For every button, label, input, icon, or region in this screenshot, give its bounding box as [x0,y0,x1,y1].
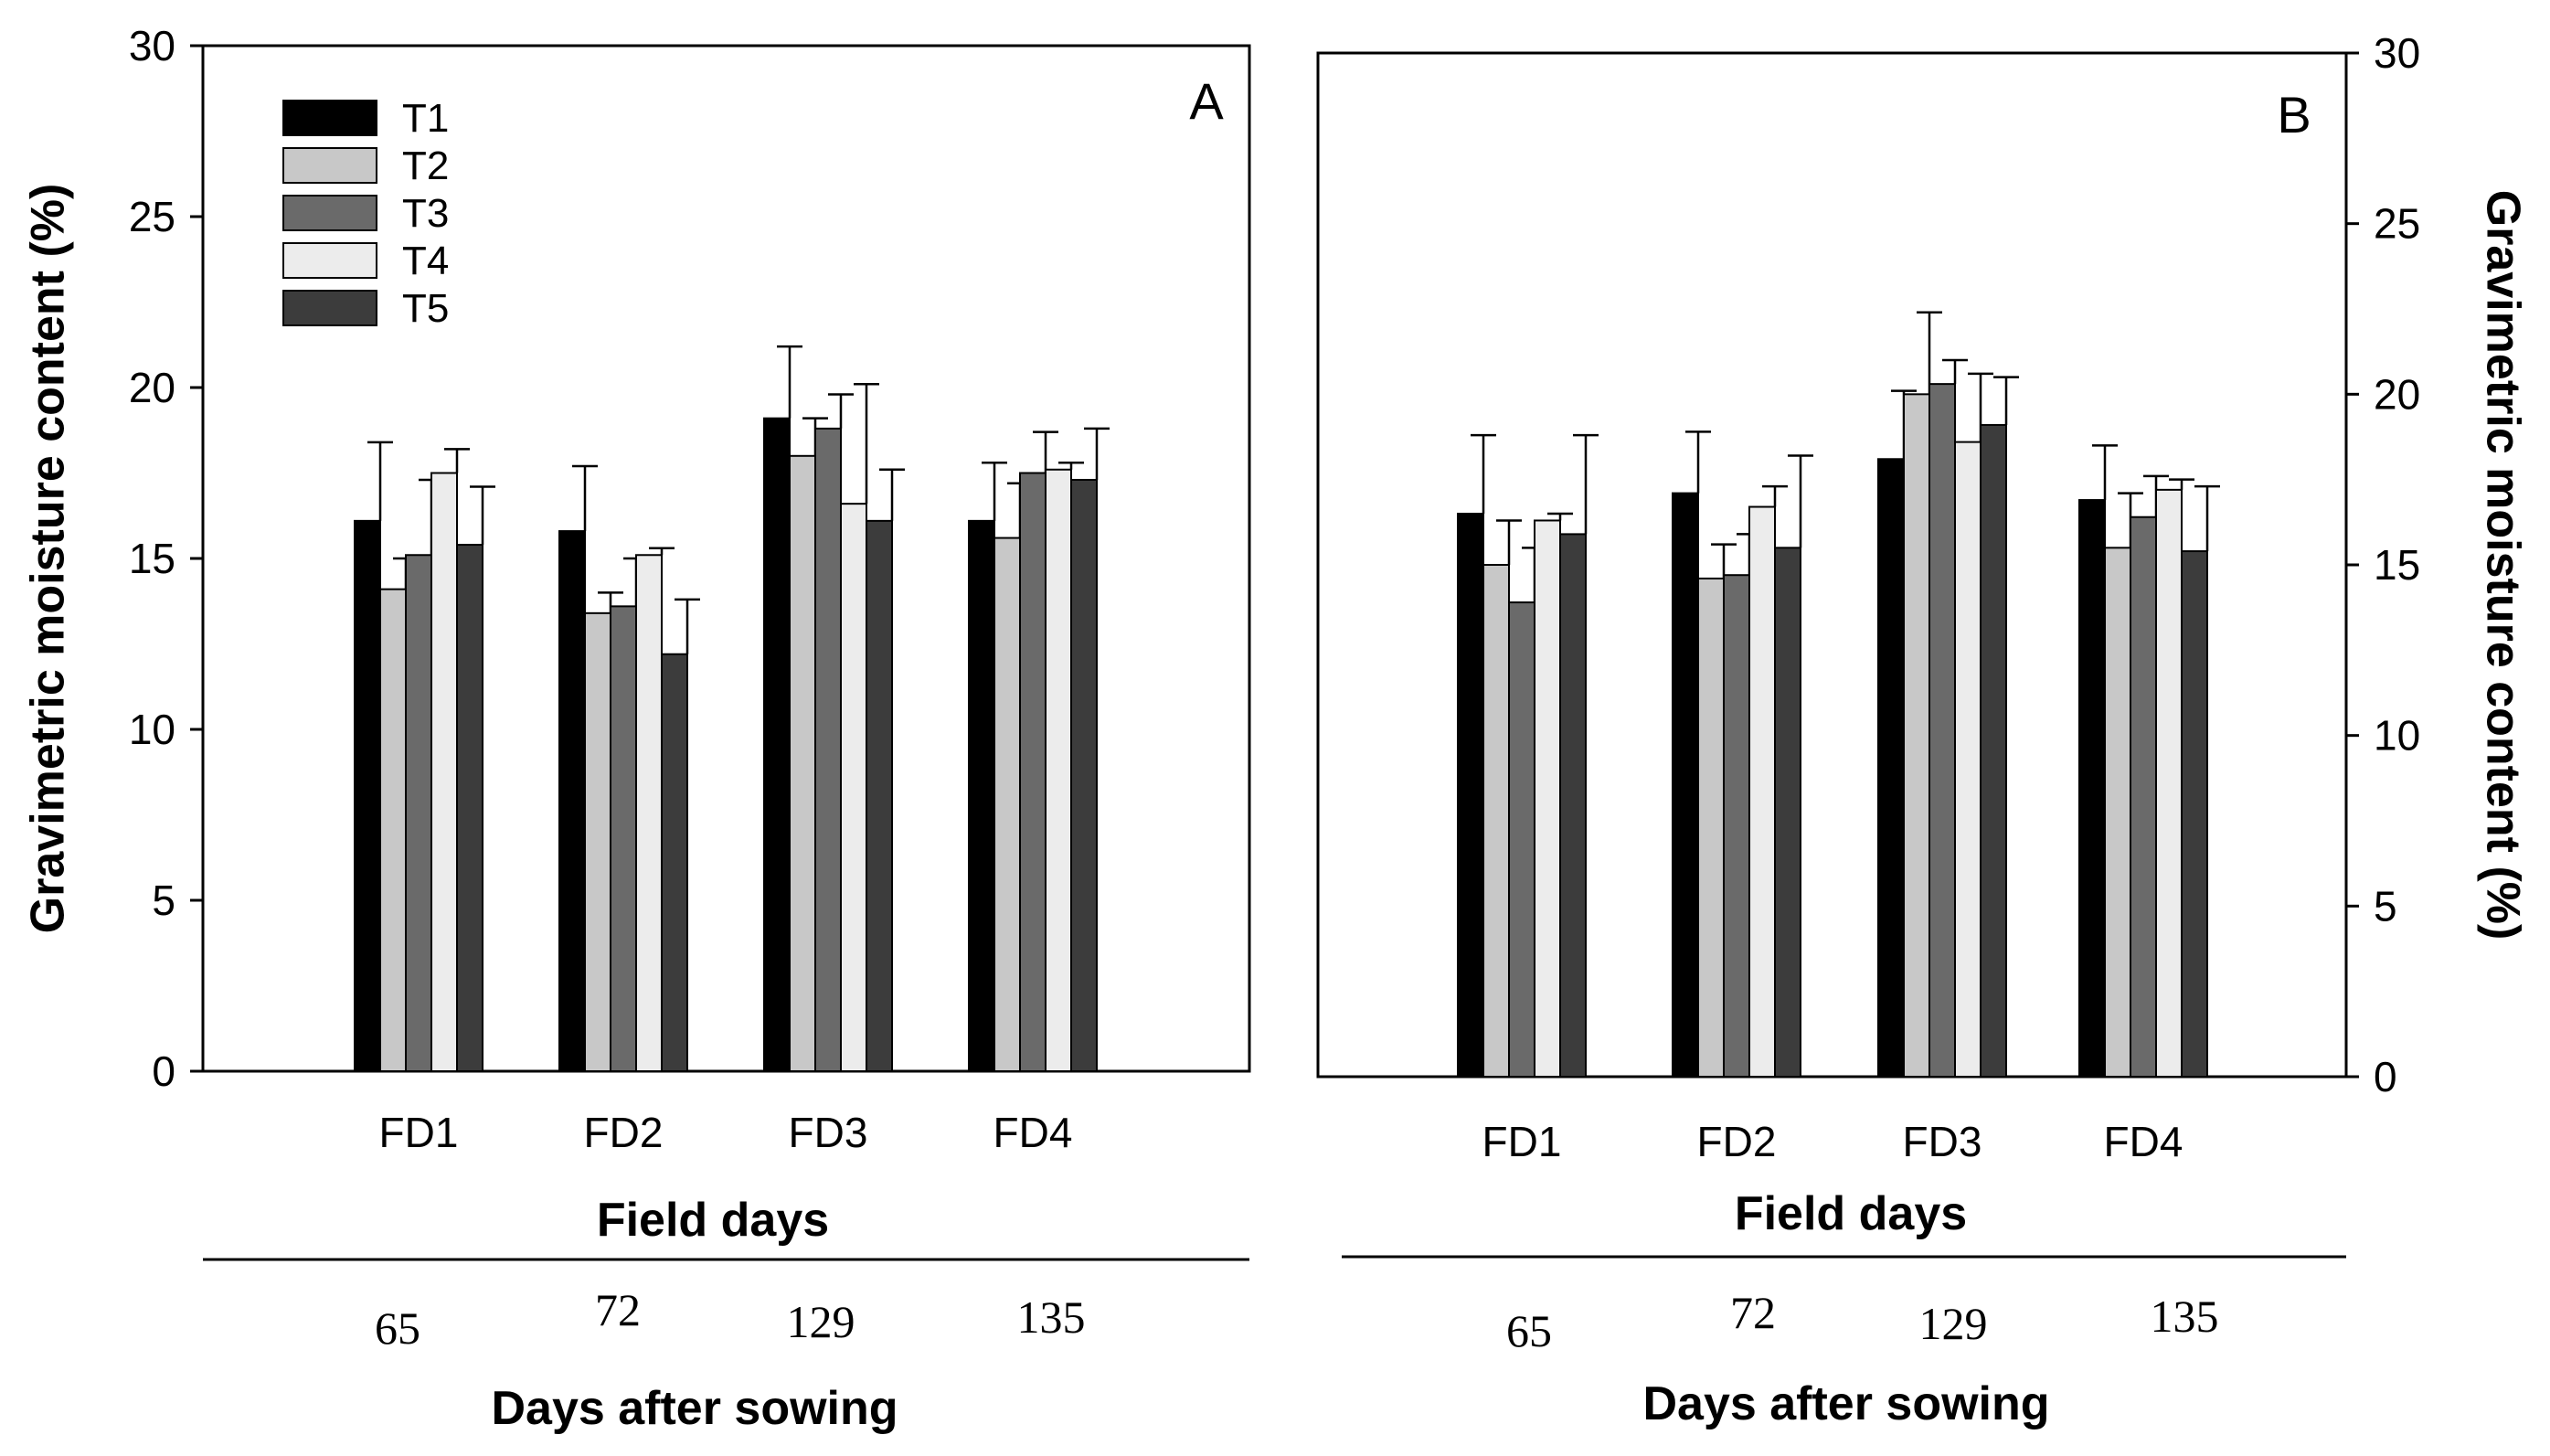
panel-b-y-tick-label: 25 [2374,200,2420,248]
panel-a-y-tick-label: 30 [129,22,175,69]
panel-b-secondary-axis-title: Days after sowing [1642,1377,2049,1430]
panel-a-days-after-sowing-label: 135 [1017,1291,1086,1343]
panel-a-legend-label-t4: T4 [402,239,449,283]
panel-a-bar-t4-fd3 [840,503,867,1072]
panel-b-bar-t1-fd4 [2078,499,2106,1078]
panel-b-bar-t1-fd3 [1877,458,1905,1078]
panel-b-bar-t3-fd1 [1508,601,1535,1078]
panel-a-bar-t3-fd2 [610,605,637,1072]
panel-a-bar-t5-fd4 [1070,478,1098,1072]
panel-b-y-tick-label: 15 [2374,541,2420,589]
panel-b-y-tick-label: 0 [2374,1053,2397,1100]
panel-a-days-after-sowing-label: 72 [595,1284,641,1335]
panel-b-y-tick-label: 30 [2374,29,2420,77]
panel-b-category-label: FD2 [1697,1118,1777,1165]
panel-a-bar-t2-fd4 [993,537,1021,1072]
panel-b-bar-t5-fd1 [1559,533,1587,1078]
panel-b-bar-t4-fd2 [1748,505,1776,1078]
panel-b-x-axis-title: Field days [1735,1187,1967,1240]
panel-a-y-tick-label: 20 [129,364,175,411]
panel-a-bar-t1-fd4 [968,519,995,1072]
panel-b-y-tick-label: 5 [2374,882,2397,930]
panel-a-bar-t3-fd1 [405,554,432,1072]
panel-a-legend-label-t1: T1 [402,96,449,141]
panel-a-chart: 0 5 10 15 20 25 30 Gravimetric moisture content… [22,22,1251,1435]
panel-b-bar-t4-fd3 [1954,441,1982,1079]
panel-b-chart: 0 5 10 15 20 25 30 Gravimetric moisture content… [1316,29,2529,1430]
panel-a-y-tick-label: 25 [129,193,175,240]
panel-b-bar-t1-fd2 [1672,492,1699,1078]
panel-a-bar-t5-fd3 [866,519,893,1072]
panel-a-legend-swatch-t1 [282,100,377,136]
panel-a-category-label: FD2 [584,1109,664,1156]
panel-a-bar-t4-fd1 [430,472,458,1072]
panel-a-panel-letter: A [1189,72,1224,130]
panel-a-legend-swatch-t4 [282,242,377,279]
panel-b-bar-t5-fd4 [2181,550,2208,1078]
panel-a-bar-t1-fd1 [354,519,381,1072]
panel-a-legend-swatch-t5 [282,290,377,326]
panel-b-days-after-sowing-label: 72 [1730,1287,1776,1338]
panel-b-bar-t5-fd3 [1980,423,2007,1078]
panel-a-bar-t3-fd4 [1019,472,1047,1072]
panel-a-bar-t1-fd3 [763,417,791,1073]
panel-b-bar-t4-fd4 [2155,488,2183,1078]
panel-b-bar-t3-fd2 [1723,574,1750,1078]
panel-b-bar-t3-fd4 [2130,515,2157,1078]
panel-a-legend-label-t5: T5 [402,286,449,331]
panel-a-bar-t2-fd1 [379,588,407,1072]
panel-b-bar-t2-fd2 [1697,577,1725,1078]
panel-a-bar-t5-fd2 [661,653,688,1072]
panel-b-panel-letter: B [2277,86,2311,143]
panel-a-days-after-sowing-label: 129 [787,1296,855,1347]
panel-a-category-label: FD4 [993,1109,1073,1156]
panel-b-category-label: FD3 [1903,1118,1982,1165]
panel-a-legend-swatch-t2 [282,147,377,184]
panel-b-y-tick-label: 10 [2374,712,2420,760]
panel-a-bar-t2-fd2 [584,611,611,1073]
panel-b-category-label: FD4 [2104,1118,2183,1165]
panel-b-y-tick-label: 20 [2374,370,2420,418]
panel-a-bar-t1-fd2 [558,530,586,1072]
panel-a-y-tick-label: 10 [129,706,175,753]
panel-b-days-after-sowing-label: 129 [1919,1298,1988,1349]
panel-a-y-axis-title: Gravimetric moisture content (%) [22,184,75,934]
panel-a-category-label: FD1 [379,1109,459,1156]
panel-b-days-after-sowing-label: 65 [1506,1305,1552,1356]
panel-a-bar-t5-fd1 [456,544,483,1072]
panel-b-days-after-sowing-label: 135 [2151,1291,2219,1342]
panel-a-days-after-sowing-label: 65 [375,1302,420,1354]
panel-a-secondary-axis-title: Days after sowing [491,1382,898,1435]
panel-a-y-tick-label: 15 [129,535,175,582]
panel-a-bar-t4-fd4 [1045,468,1072,1072]
panel-b-bar-t2-fd1 [1482,564,1510,1078]
panel-a-y-tick-label: 0 [152,1047,175,1095]
panel-b-bar-t3-fd3 [1928,383,1956,1078]
panel-a-bar-t3-fd3 [814,427,842,1072]
panel-b-bar-t5-fd2 [1774,547,1801,1078]
panel-a-category-label: FD3 [789,1109,868,1156]
panel-b-bar-t1-fd1 [1457,513,1484,1078]
panel-a-bar-t4-fd2 [635,554,663,1072]
panel-a-y-tick-label: 5 [152,877,175,924]
panel-b-y-axis-title: Gravimetric moisture content (%) [2476,190,2529,941]
panel-a-legend-label-t3: T3 [402,191,449,236]
panel-b-category-label: FD1 [1482,1118,1562,1165]
panel-b-bar-t4-fd1 [1534,519,1561,1078]
panel-a-legend-swatch-t3 [282,195,377,231]
panel-a-bar-t2-fd3 [789,454,816,1072]
panel-b-bar-t2-fd4 [2104,547,2131,1078]
panel-a-legend-label-t2: T2 [402,143,449,188]
panel-a-x-axis-title: Field days [597,1194,829,1247]
panel-b-bar-t2-fd3 [1903,393,1930,1079]
